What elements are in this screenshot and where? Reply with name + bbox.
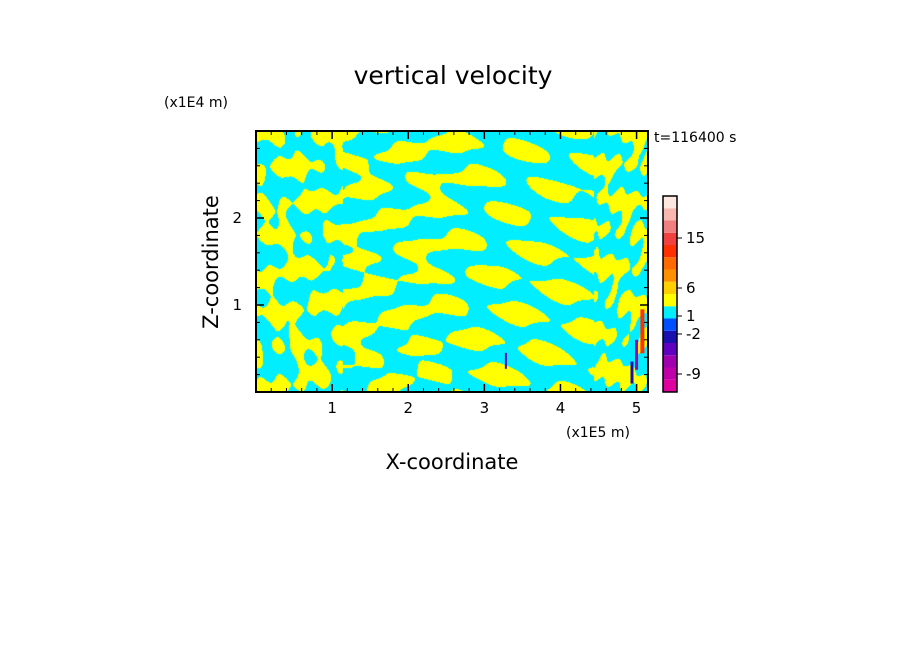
y-unit-label: (x1E4 m) (164, 95, 228, 111)
colorbar-label: 1 (686, 307, 696, 325)
x-axis-label: X-coordinate (386, 450, 519, 474)
x-tick-label: 5 (632, 399, 642, 417)
colorbar-swatch (663, 355, 677, 368)
colorbar-swatch (663, 306, 677, 319)
x-tick-label: 4 (556, 399, 566, 417)
colorbar-swatch (663, 245, 677, 258)
plot-frame (255, 130, 649, 393)
extreme-cell-0 (640, 309, 645, 354)
colorbar: 15 6 1-2 -9 (662, 195, 705, 393)
colorbar-label: 15 (686, 229, 705, 247)
y-axis-label: Z-coordinate (199, 195, 223, 329)
x-tick-label: 2 (403, 399, 413, 417)
extreme-cell-2 (630, 361, 634, 384)
x-tick-label: 3 (480, 399, 490, 417)
colorbar-swatch (663, 367, 677, 380)
x-tick-label: 1 (327, 399, 337, 417)
colorbar-label: -9 (686, 365, 701, 383)
plot-area (255, 130, 649, 393)
colorbar-swatch (663, 257, 677, 270)
colorbar-swatch (663, 196, 677, 209)
colorbar-swatch (663, 379, 677, 392)
colorbar-swatch (663, 232, 677, 245)
y-tick-label: 1 (232, 296, 242, 314)
colorbar-swatch (663, 208, 677, 221)
extreme-cell-3 (504, 352, 507, 369)
colorbar-swatch (663, 220, 677, 233)
velocity-field (256, 131, 648, 392)
extreme-cell-1 (635, 339, 639, 370)
colorbar-swatch (663, 269, 677, 282)
x-axis-ticks: 1 2 3 4 5 (270, 131, 642, 417)
x-unit-label: (x1E5 m) (566, 425, 630, 441)
colorbar-swatch (663, 343, 677, 356)
colorbar-swatch (663, 281, 677, 294)
y-axis-ticks: 12 (232, 147, 648, 376)
colorbar-swatch (663, 294, 677, 307)
colorbar-label: -2 (686, 325, 701, 343)
colorbar-frame (662, 195, 678, 393)
colorbar-swatch (663, 330, 677, 343)
time-label: t=116400 s (654, 130, 736, 146)
colorbar-label: 6 (686, 279, 696, 297)
y-tick-label: 2 (232, 209, 242, 227)
colorbar-swatch (663, 318, 677, 331)
chart-title: vertical velocity (354, 61, 553, 90)
